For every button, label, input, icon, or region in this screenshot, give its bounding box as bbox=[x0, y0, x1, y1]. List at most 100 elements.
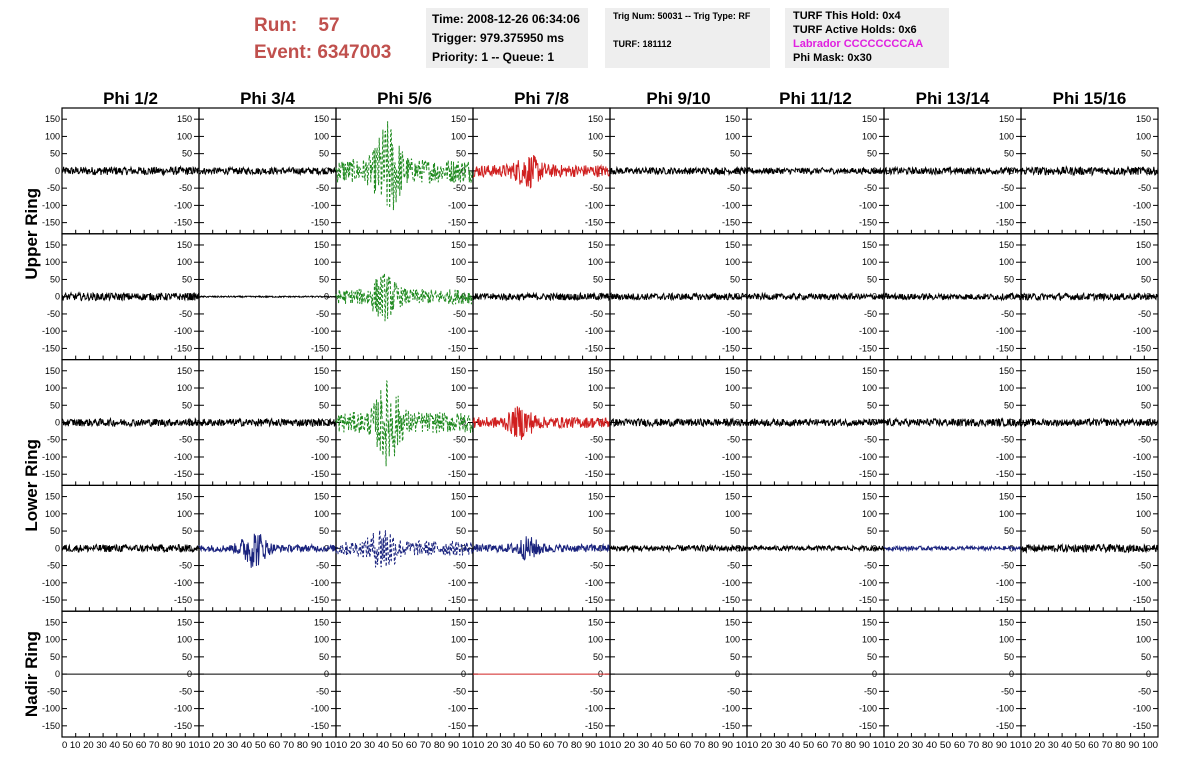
y-tick-label: 100 bbox=[999, 635, 1014, 645]
y-tick-label: 100 bbox=[177, 131, 192, 141]
waveform-trace bbox=[1020, 165, 1159, 177]
y-tick-label: 50 bbox=[456, 400, 466, 410]
y-tick-label: -100 bbox=[1133, 200, 1151, 210]
y-tick-label: -150 bbox=[42, 595, 60, 605]
trigger-info-box: Trig Num: 50031 -- Trig Type: RF TURF: 1… bbox=[605, 8, 770, 68]
y-tick-label: 150 bbox=[1136, 240, 1151, 250]
y-tick-label: 50 bbox=[456, 274, 466, 284]
waveform-trace bbox=[746, 417, 885, 428]
y-tick-label: 100 bbox=[177, 635, 192, 645]
turf-active-holds-text: TURF Active Holds: 0x6 bbox=[793, 24, 917, 36]
y-tick-label: 0 bbox=[598, 418, 603, 428]
y-tick-label: 50 bbox=[593, 400, 603, 410]
y-tick-label: -100 bbox=[996, 578, 1014, 588]
y-tick-label: -100 bbox=[42, 452, 60, 462]
y-tick-label: -50 bbox=[1138, 183, 1151, 193]
y-tick-label: 100 bbox=[862, 257, 877, 267]
y-tick-label: -100 bbox=[585, 704, 603, 714]
y-tick-label: 50 bbox=[182, 149, 192, 159]
y-tick-label: 150 bbox=[314, 492, 329, 502]
y-tick-label: 150 bbox=[999, 617, 1014, 627]
y-tick-label: -100 bbox=[996, 326, 1014, 336]
waveform-trace bbox=[198, 165, 337, 176]
run-value: 57 bbox=[318, 15, 340, 36]
y-tick-label: -50 bbox=[590, 309, 603, 319]
y-tick-label: 150 bbox=[725, 240, 740, 250]
ring-label: Nadir Ring bbox=[22, 631, 41, 717]
ring-label: Upper Ring bbox=[22, 188, 41, 280]
y-tick-label: -50 bbox=[1001, 435, 1014, 445]
y-tick-label: -150 bbox=[585, 343, 603, 353]
y-tick-label: 0 bbox=[598, 166, 603, 176]
y-tick-label: -150 bbox=[42, 343, 60, 353]
priority-text: Priority: 1 -- Queue: 1 bbox=[432, 50, 555, 64]
y-tick-label: 100 bbox=[588, 383, 603, 393]
y-tick-label: -50 bbox=[453, 686, 466, 696]
y-tick-label: 50 bbox=[593, 149, 603, 159]
y-tick-label: 0 bbox=[55, 166, 60, 176]
y-tick-label: 50 bbox=[50, 652, 60, 662]
x-tick-labels: 0 10 20 30 40 50 60 70 80 90 10 bbox=[62, 740, 199, 750]
y-tick-label: -150 bbox=[722, 469, 740, 479]
y-tick-label: -150 bbox=[722, 343, 740, 353]
y-tick-label: -100 bbox=[722, 452, 740, 462]
y-tick-label: -50 bbox=[1001, 309, 1014, 319]
y-tick-label: 100 bbox=[451, 257, 466, 267]
y-tick-label: -100 bbox=[311, 578, 329, 588]
y-tick-label: 50 bbox=[182, 652, 192, 662]
y-tick-label: -100 bbox=[585, 452, 603, 462]
y-tick-label: -150 bbox=[448, 595, 466, 605]
waveform-trace bbox=[609, 291, 748, 302]
y-tick-label: 150 bbox=[451, 492, 466, 502]
y-tick-label: -150 bbox=[311, 721, 329, 731]
y-tick-label: -100 bbox=[1133, 326, 1151, 336]
labrador-text: Labrador CCCCCCCCAA bbox=[793, 38, 924, 50]
y-tick-label: -150 bbox=[448, 218, 466, 228]
y-tick-label: -50 bbox=[1138, 309, 1151, 319]
y-tick-label: -100 bbox=[174, 326, 192, 336]
y-tick-label: 150 bbox=[451, 114, 466, 124]
y-tick-label: 0 bbox=[461, 166, 466, 176]
y-tick-label: 50 bbox=[182, 526, 192, 536]
trigger-text: Trigger: 979.375950 ms bbox=[432, 31, 565, 45]
y-tick-label: -50 bbox=[727, 561, 740, 571]
y-tick-label: -100 bbox=[311, 326, 329, 336]
waveform-trace bbox=[335, 530, 474, 568]
y-tick-label: 150 bbox=[999, 114, 1014, 124]
y-tick-label: 100 bbox=[451, 635, 466, 645]
y-tick-label: 100 bbox=[451, 509, 466, 519]
y-tick-label: 150 bbox=[177, 114, 192, 124]
waveform-trace bbox=[472, 536, 611, 561]
y-tick-label: -150 bbox=[859, 469, 877, 479]
time-text: Time: 2008-12-26 06:34:06 bbox=[432, 12, 580, 26]
y-tick-label: 50 bbox=[1004, 400, 1014, 410]
y-tick-label: -100 bbox=[174, 452, 192, 462]
y-tick-label: 150 bbox=[999, 366, 1014, 376]
y-tick-label: -100 bbox=[859, 704, 877, 714]
y-tick-label: -50 bbox=[1001, 561, 1014, 571]
y-tick-label: -50 bbox=[864, 686, 877, 696]
y-tick-label: 150 bbox=[588, 114, 603, 124]
column-header: Phi 5/6 bbox=[377, 89, 432, 108]
y-tick-label: -50 bbox=[316, 561, 329, 571]
y-tick-label: 100 bbox=[588, 257, 603, 267]
y-tick-label: 50 bbox=[319, 526, 329, 536]
column-header: Phi 15/16 bbox=[1053, 89, 1127, 108]
y-tick-label: 50 bbox=[182, 274, 192, 284]
y-tick-label: -150 bbox=[722, 721, 740, 731]
y-tick-label: -100 bbox=[585, 326, 603, 336]
y-tick-label: 0 bbox=[1009, 292, 1014, 302]
y-tick-label: 50 bbox=[1141, 274, 1151, 284]
y-tick-label: -50 bbox=[590, 183, 603, 193]
y-tick-label: -100 bbox=[448, 452, 466, 462]
y-tick-label: 100 bbox=[588, 635, 603, 645]
y-tick-label: -50 bbox=[179, 561, 192, 571]
y-tick-label: 50 bbox=[593, 526, 603, 536]
y-tick-label: 100 bbox=[1136, 383, 1151, 393]
y-tick-label: -100 bbox=[174, 704, 192, 714]
y-tick-label: -50 bbox=[316, 309, 329, 319]
y-tick-label: 100 bbox=[177, 509, 192, 519]
y-tick-label: -50 bbox=[864, 561, 877, 571]
ring-label: Lower Ring bbox=[22, 439, 41, 532]
y-tick-label: 100 bbox=[45, 509, 60, 519]
